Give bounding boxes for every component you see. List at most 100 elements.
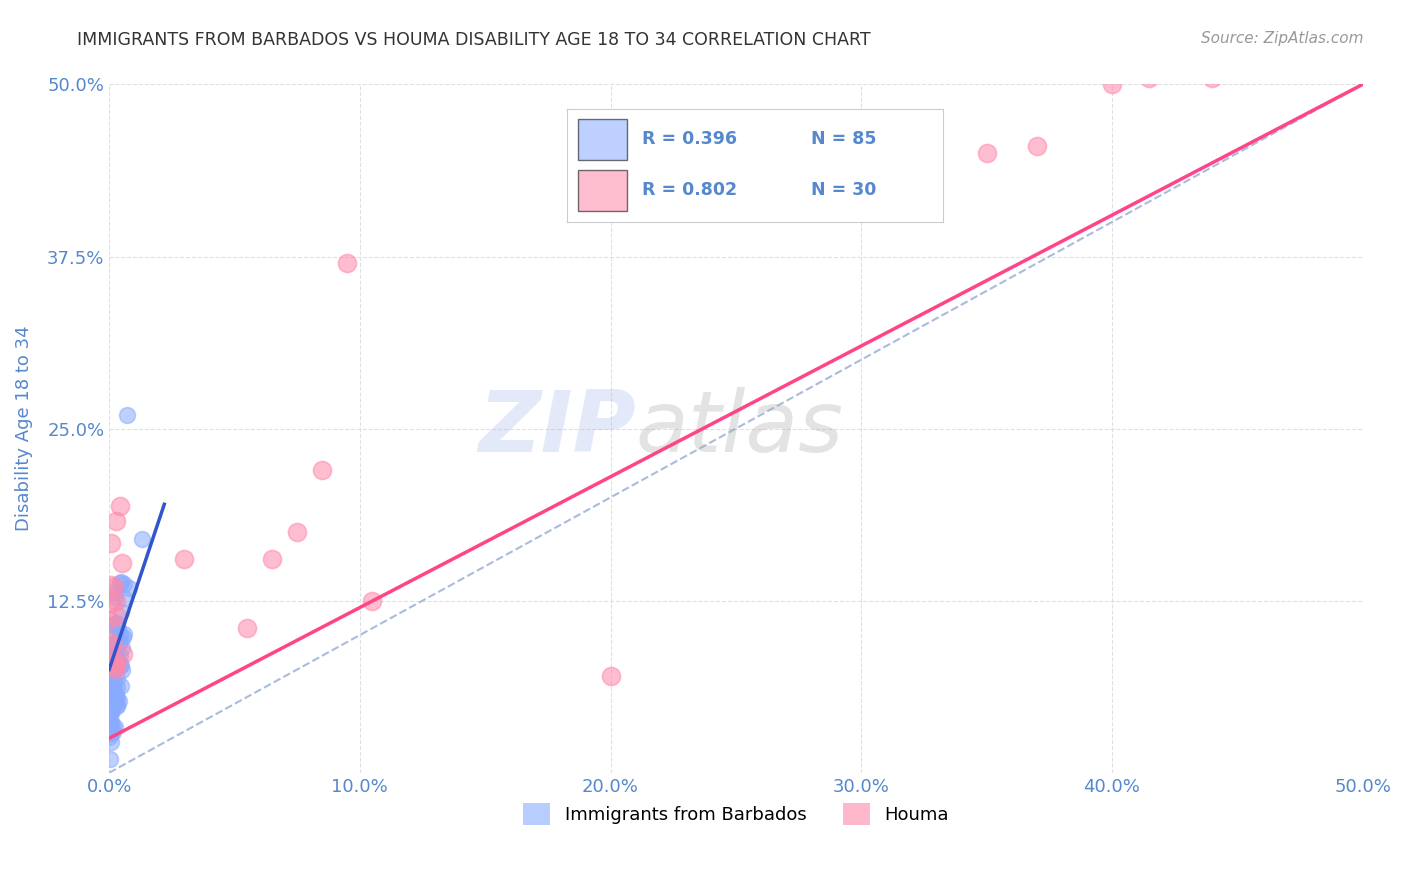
Point: [236, 621, 259, 635]
Point: [103, 580, 125, 594]
Point: [101, 673, 124, 687]
Point: [104, 690, 127, 704]
Point: [100, 662, 122, 676]
Point: [108, 634, 131, 648]
Point: [108, 628, 131, 642]
Point: [105, 691, 128, 706]
Point: [103, 685, 125, 699]
Point: [105, 651, 128, 665]
Point: [107, 632, 129, 647]
Point: [100, 640, 122, 655]
Text: IMMIGRANTS FROM BARBADOS VS HOUMA DISABILITY AGE 18 TO 34 CORRELATION CHART: IMMIGRANTS FROM BARBADOS VS HOUMA DISABI…: [77, 31, 870, 49]
Point: [98, 706, 121, 720]
Point: [101, 690, 124, 705]
Point: [100, 679, 122, 693]
Point: [101, 670, 124, 684]
Point: [111, 641, 134, 656]
Point: [108, 694, 131, 708]
Point: [104, 697, 127, 711]
Point: [101, 725, 124, 739]
Point: [101, 675, 124, 690]
Point: [104, 594, 127, 608]
Point: [110, 679, 132, 693]
Point: [285, 524, 308, 539]
Point: [104, 637, 127, 651]
Point: [101, 665, 124, 679]
Point: [103, 720, 125, 734]
Point: [361, 593, 384, 607]
Point: [104, 688, 127, 702]
Point: [112, 626, 135, 640]
Point: [110, 658, 132, 673]
Point: [98, 681, 121, 696]
Point: [262, 552, 284, 566]
Point: [976, 146, 998, 161]
Point: [100, 691, 122, 706]
Point: [108, 500, 131, 514]
Point: [100, 663, 122, 677]
Point: [112, 630, 135, 644]
Point: [112, 591, 135, 606]
Point: [103, 720, 125, 734]
Text: atlas: atlas: [636, 387, 844, 470]
Point: [100, 673, 122, 687]
Point: [101, 649, 124, 664]
Point: [110, 657, 132, 672]
Point: [98, 675, 121, 690]
Point: [100, 673, 122, 687]
Point: [98, 660, 121, 674]
Point: [108, 648, 131, 663]
Point: [100, 735, 122, 749]
Point: [98, 613, 121, 627]
Point: [103, 660, 125, 674]
Point: [103, 585, 125, 599]
Point: [1025, 139, 1047, 153]
Point: [110, 576, 132, 591]
Point: [100, 578, 122, 592]
Point: [115, 408, 138, 422]
Point: [110, 605, 132, 619]
Point: [101, 686, 124, 700]
Point: [101, 704, 124, 718]
Point: [100, 617, 122, 632]
Point: [98, 654, 121, 668]
Point: [100, 714, 122, 729]
Point: [100, 536, 122, 550]
Point: [100, 718, 122, 732]
Point: [111, 557, 134, 571]
Point: [98, 730, 121, 744]
Point: [98, 715, 121, 730]
Point: [104, 659, 127, 673]
Point: [105, 671, 128, 685]
Point: [107, 623, 129, 637]
Point: [101, 648, 124, 662]
Point: [100, 668, 122, 682]
Y-axis label: Disability Age 18 to 34: Disability Age 18 to 34: [15, 326, 32, 532]
Point: [98, 634, 121, 648]
Point: [104, 653, 127, 667]
Text: ZIP: ZIP: [478, 387, 636, 470]
Point: [110, 574, 132, 589]
Legend: Immigrants from Barbados, Houma: Immigrants from Barbados, Houma: [516, 796, 956, 832]
Point: [107, 609, 129, 624]
Point: [599, 669, 621, 683]
Point: [105, 680, 128, 694]
Point: [111, 664, 134, 678]
Point: [1139, 70, 1161, 85]
Point: [107, 653, 129, 667]
Point: [100, 676, 122, 690]
Point: [105, 657, 128, 671]
Point: [112, 577, 135, 591]
Point: [336, 256, 359, 270]
Point: [101, 638, 124, 652]
Point: [107, 698, 129, 713]
Point: [101, 681, 124, 696]
Point: [103, 674, 125, 689]
Point: [311, 463, 333, 477]
Point: [104, 591, 127, 605]
Text: Source: ZipAtlas.com: Source: ZipAtlas.com: [1201, 31, 1364, 46]
Point: [1101, 78, 1123, 92]
Point: [108, 637, 131, 651]
Point: [105, 615, 128, 630]
Point: [118, 581, 141, 595]
